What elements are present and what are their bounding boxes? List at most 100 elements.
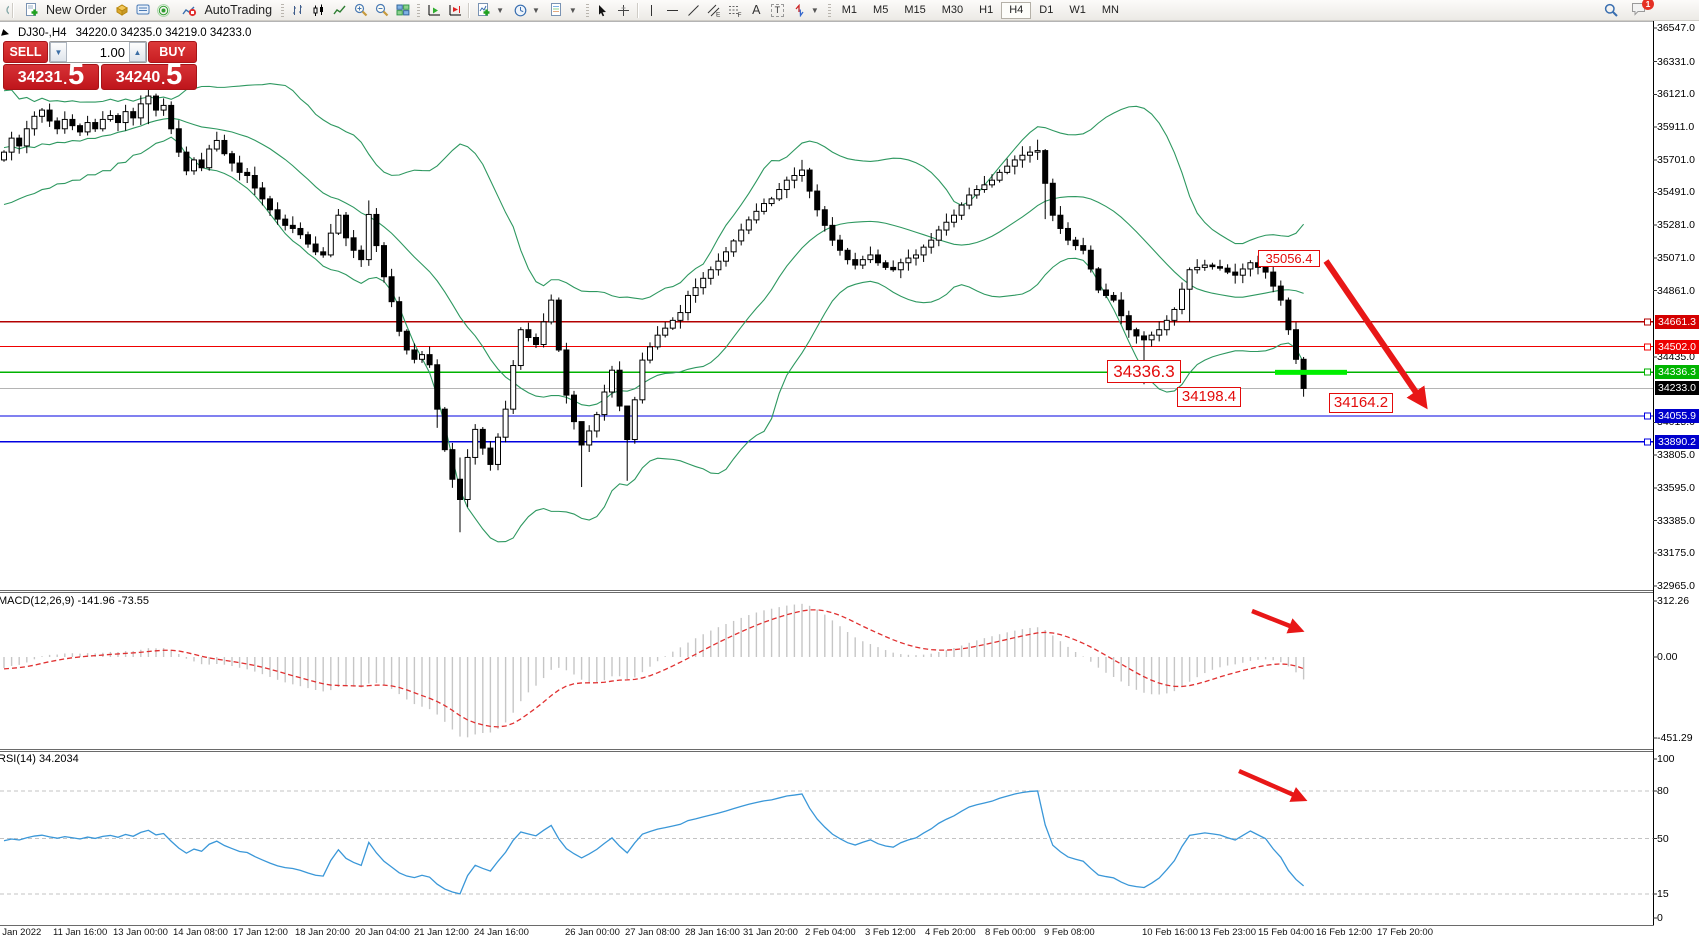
toolbar-grip (585, 3, 589, 17)
candle-body (928, 239, 935, 248)
sell-price[interactable]: 34231 . 5 (3, 61, 99, 90)
crosshair-tool-icon[interactable] (613, 2, 634, 19)
chevron-down-icon: ▼ (496, 5, 504, 15)
candlestick-chart-icon[interactable] (308, 2, 329, 19)
candle-body (1049, 182, 1056, 216)
search-icon[interactable] (1600, 2, 1621, 19)
candle-body (1201, 264, 1208, 268)
candle-body (61, 118, 68, 130)
candle-body (555, 299, 562, 351)
text-label-tool-icon[interactable]: T (767, 2, 788, 19)
candle-body (1277, 285, 1284, 301)
candle-body (1027, 151, 1033, 156)
timeframe-H4[interactable]: H4 (1001, 1, 1032, 19)
candle-body (403, 330, 410, 351)
candle-body (730, 240, 737, 253)
zoom-out-icon[interactable] (371, 2, 392, 19)
notification-badge: 1 (1642, 0, 1654, 10)
bollinger-lower-band (3, 136, 1305, 543)
price-annotation[interactable]: 34336.3 (1107, 360, 1181, 383)
vertical-line-tool-icon[interactable] (641, 2, 662, 19)
zoom-in-icon[interactable] (350, 2, 371, 19)
candle-body (1285, 299, 1292, 331)
candle-body (1194, 266, 1201, 271)
market-watch-icon[interactable] (111, 2, 132, 19)
candle-body (320, 251, 327, 256)
timeframe-H1[interactable]: H1 (979, 3, 994, 16)
new-order-button[interactable]: New Order (16, 1, 111, 20)
profiles-button[interactable]: ▼ (509, 1, 545, 20)
candle-body (776, 189, 783, 200)
auto-scroll-icon[interactable] (423, 2, 444, 19)
toolbar-separator (468, 2, 470, 18)
candle-body (844, 249, 851, 261)
data-window-icon[interactable] (132, 2, 153, 19)
timeframe-M15[interactable]: M15 (904, 3, 926, 16)
candle-body (1019, 154, 1026, 161)
timeframe-D1[interactable]: D1 (1039, 3, 1054, 16)
candle-body (875, 254, 881, 264)
price-annotation[interactable]: 35056.4 (1258, 250, 1320, 267)
candle-body (327, 232, 334, 256)
chart-shift-icon[interactable] (444, 2, 465, 19)
candle-body (692, 287, 699, 296)
arrows-tool-button[interactable]: ▼ (788, 1, 824, 20)
tile-windows-icon[interactable] (392, 2, 413, 19)
volume-increase-button[interactable]: ▲ (129, 42, 146, 62)
candle-body (1095, 268, 1102, 291)
candle-body (350, 237, 357, 251)
chat-button[interactable]: 1 (1631, 0, 1654, 19)
timeframe-M1[interactable]: M1 (841, 3, 858, 16)
price-annotation[interactable]: 34164.2 (1329, 393, 1393, 413)
buy-price-frac: 5 (166, 59, 183, 91)
timeframe-MN[interactable]: MN (1101, 3, 1119, 16)
timeframe-W1[interactable]: W1 (1069, 3, 1086, 16)
candle-body (1156, 329, 1163, 336)
pointer-cursor-icon (1, 28, 10, 38)
candle-body (388, 276, 395, 303)
sell-price-int: 34231 (17, 69, 63, 86)
ohlc-values: 34220.0 34235.0 34219.0 34233.0 (75, 27, 252, 39)
candle-body (715, 260, 722, 271)
bar-chart-icon[interactable] (287, 2, 308, 19)
templates-button[interactable]: ▼ (545, 1, 582, 20)
trendline-tool-icon[interactable] (683, 2, 704, 19)
candle-body (761, 203, 767, 212)
volume-input[interactable] (67, 42, 129, 62)
candle-body (92, 122, 99, 130)
line-chart-icon[interactable] (329, 2, 350, 19)
candle-body (951, 214, 957, 223)
candle-body (145, 95, 152, 105)
timeframe-M30[interactable]: M30 (941, 3, 964, 16)
candle-body (1209, 264, 1216, 268)
text-tool-icon[interactable]: A (752, 3, 761, 17)
timeframe-M5[interactable]: M5 (873, 3, 889, 16)
price-annotation[interactable]: 34198.4 (1177, 387, 1241, 407)
horizontal-line-tool-icon[interactable] (662, 2, 683, 19)
volume-decrease-button[interactable]: ▼ (50, 42, 67, 62)
sell-button[interactable]: SELL (3, 41, 48, 63)
chevron-down-icon: ▼ (568, 5, 577, 15)
candle-body (890, 266, 897, 271)
candle-body (472, 428, 479, 458)
candle-body (1293, 329, 1299, 360)
candle-body (69, 118, 76, 127)
fibonacci-tool-icon[interactable]: F (725, 2, 746, 19)
candle-body (981, 184, 988, 191)
autotrading-button[interactable]: AutoTrading (174, 1, 277, 20)
equidistant-channel-tool-icon[interactable]: E (704, 2, 725, 19)
candle-body (814, 190, 821, 211)
navigator-icon[interactable] (153, 2, 174, 19)
candle-body (973, 189, 980, 196)
candle-body (799, 169, 805, 177)
buy-button[interactable]: BUY (148, 41, 197, 63)
cursor-tool-icon[interactable] (592, 2, 613, 19)
toolbar-right: 1 (1600, 0, 1654, 19)
buy-price[interactable]: 34240 . 5 (101, 59, 197, 91)
candle-body (1163, 319, 1170, 331)
new-chart-button[interactable]: ▼ (472, 1, 509, 20)
candle-body (639, 359, 646, 401)
toolbar-grip (281, 3, 285, 17)
